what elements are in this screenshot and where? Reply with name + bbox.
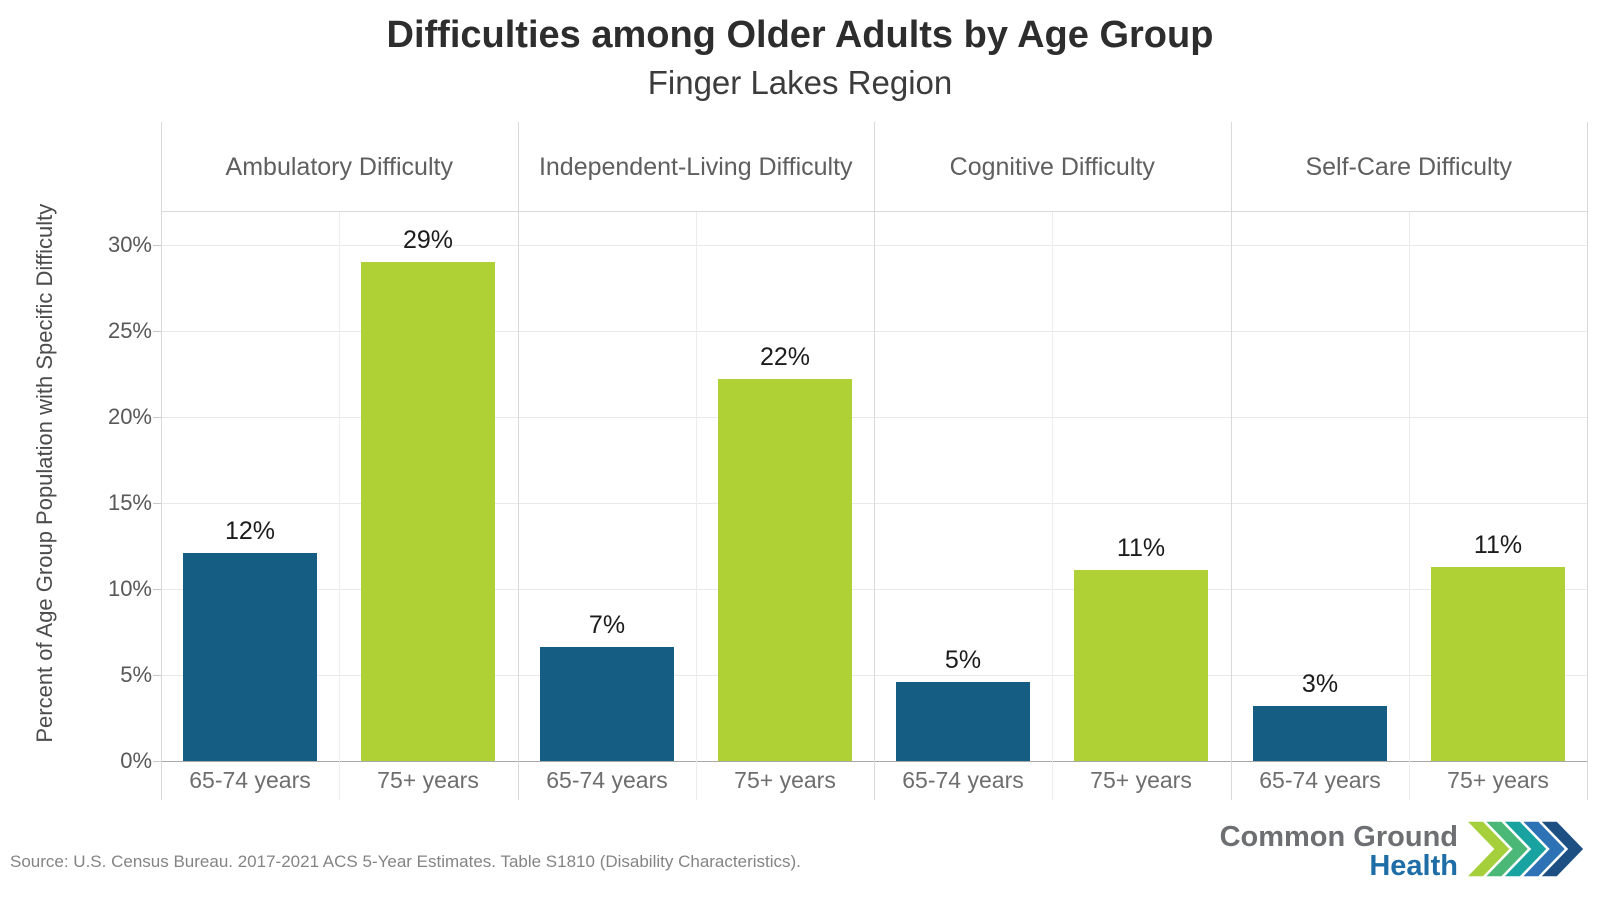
logo-name-line2: Health [1369, 850, 1458, 882]
bar-value-label: 12% [224, 517, 276, 545]
bar-value-label: 11% [1116, 534, 1166, 562]
y-tick-label: 20% [107, 404, 152, 429]
category-label: 65-74 years [902, 767, 1024, 793]
logo-chevrons-icon [1468, 821, 1584, 877]
bar-value-label: 5% [944, 646, 982, 674]
category-label: 75+ years [377, 767, 479, 793]
bar-value-label: 11% [1473, 531, 1523, 559]
facet-header: Self-Care Difficulty [1305, 152, 1513, 181]
chevron-arrow [1486, 821, 1528, 877]
bar[interactable] [1431, 567, 1565, 761]
logo-name-line1: Common Ground [1219, 821, 1458, 853]
plot-area: Ambulatory Difficulty 12% 65-74 years 29% 75… [161, 122, 1588, 800]
y-tick-label: 25% [107, 318, 152, 343]
bar[interactable] [183, 553, 317, 761]
source-note: Source: U.S. Census Bureau. 2017-2021 AC… [10, 852, 801, 871]
category-separator [339, 212, 340, 800]
facet-header: Cognitive Difficulty [949, 152, 1155, 181]
chevron-arrow [1504, 821, 1547, 877]
y-tick-mark [153, 331, 161, 332]
bar[interactable] [540, 647, 674, 761]
category-label: 65-74 years [1259, 767, 1381, 793]
logo-text: Common Ground Health [1220, 823, 1458, 881]
y-tick-mark [153, 417, 161, 418]
panel-divider [1231, 122, 1232, 800]
common-ground-health-logo: Common Ground Health [1220, 818, 1584, 881]
y-tick-label: 30% [107, 232, 152, 257]
bar[interactable] [718, 379, 852, 761]
category-separator [1409, 212, 1410, 800]
y-tick-mark [153, 761, 161, 762]
y-tick-label: 5% [120, 662, 152, 687]
chevron-arrow [1523, 821, 1565, 877]
y-tick-label: 10% [107, 576, 152, 601]
y-tick-mark [153, 675, 161, 676]
chart-subtitle: Finger Lakes Region [647, 64, 953, 101]
category-label: 75+ years [1447, 767, 1549, 793]
bar[interactable] [1253, 706, 1387, 761]
bar[interactable] [1074, 570, 1208, 761]
bar-value-label: 22% [759, 343, 811, 371]
chevron-arrow [1541, 821, 1584, 877]
panel-divider [874, 122, 875, 800]
y-tick-mark [153, 589, 161, 590]
panel-divider [518, 122, 519, 800]
category-label: 75+ years [734, 767, 836, 793]
y-tick-label: 0% [120, 748, 152, 773]
y-tick-label: 15% [107, 490, 152, 515]
plot-left-border [161, 122, 162, 800]
bar-value-label: 3% [1301, 670, 1339, 698]
chart-title: Difficulties among Older Adults by Age G… [386, 14, 1214, 56]
bar[interactable] [361, 262, 495, 761]
category-label: 65-74 years [189, 767, 311, 793]
y-tick-mark [153, 503, 161, 504]
facet-header: Independent-Living Difficulty [538, 152, 853, 181]
bar[interactable] [896, 682, 1030, 761]
bar-value-label: 7% [588, 611, 626, 639]
plot-right-border [1587, 122, 1588, 800]
y-tick-mark [153, 245, 161, 246]
facet-header: Ambulatory Difficulty [225, 152, 453, 181]
bar-value-label: 29% [402, 226, 454, 254]
chevron-arrow [1468, 821, 1510, 877]
category-label: 65-74 years [546, 767, 668, 793]
category-separator [1052, 212, 1053, 800]
category-label: 75+ years [1090, 767, 1192, 793]
category-separator [696, 212, 697, 800]
